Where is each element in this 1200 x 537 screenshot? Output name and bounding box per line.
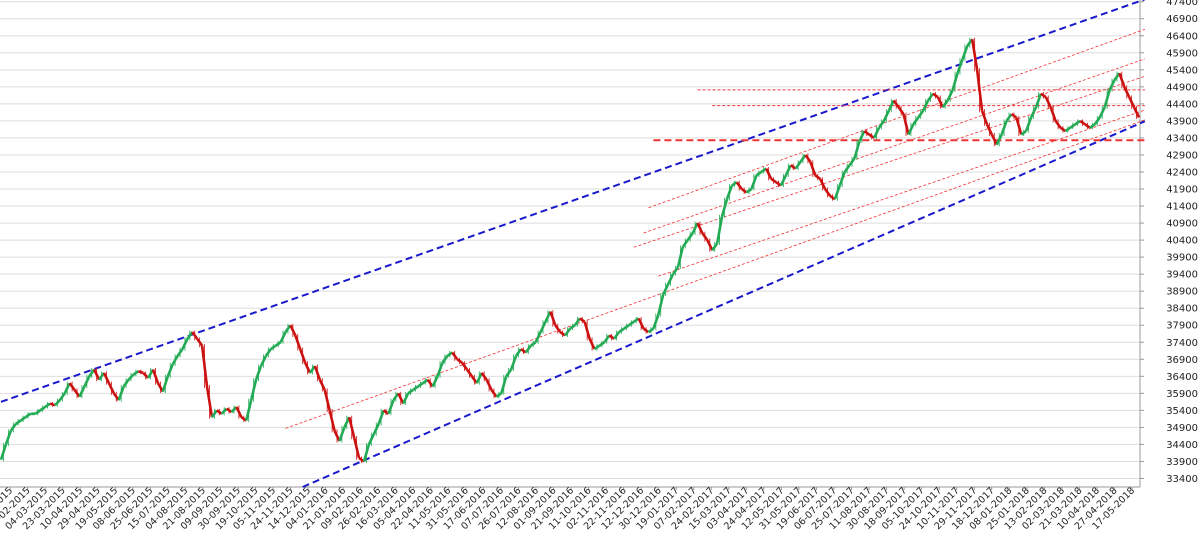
y-tick-label: 39400 — [1166, 270, 1198, 281]
y-tick-label: 36900 — [1166, 355, 1198, 366]
y-tick-label: 33400 — [1166, 474, 1198, 485]
trend-line — [633, 75, 1146, 248]
channel-upper-line — [0, 0, 1146, 403]
y-tick-label: 34400 — [1166, 440, 1198, 451]
y-tick-label: 40400 — [1166, 236, 1198, 247]
y-tick-label: 34900 — [1166, 423, 1198, 434]
y-tick-label: 38400 — [1166, 304, 1198, 315]
y-tick-label: 37400 — [1166, 338, 1198, 349]
y-tick-label: 33900 — [1166, 457, 1198, 468]
y-tick-label: 37900 — [1166, 321, 1198, 332]
y-axis-ticks: 47400 46900 46400 45900 45400 44900 44400 43900… — [1166, 0, 1198, 485]
trend-line — [285, 119, 1146, 429]
gridlines — [0, 1, 1140, 479]
y-tick-label: 35400 — [1166, 406, 1198, 417]
trend-line — [643, 58, 1146, 234]
y-tick-label: 43400 — [1166, 133, 1198, 144]
y-tick-label: 42900 — [1166, 150, 1198, 161]
axes — [0, 0, 1144, 490]
trend-line — [648, 28, 1146, 209]
y-tick-label: 45900 — [1166, 48, 1198, 59]
y-tick-label: 46400 — [1166, 31, 1198, 42]
y-tick-label: 40900 — [1166, 219, 1198, 230]
trend-lines — [0, 0, 1146, 488]
y-tick-label: 41900 — [1166, 185, 1198, 196]
x-axis-ticks: 01-201513-02-201504-03-201523-03-201510-… — [0, 485, 1137, 532]
y-tick-label: 47400 — [1166, 0, 1198, 8]
y-tick-label: 35900 — [1166, 389, 1198, 400]
y-tick-label: 46900 — [1166, 14, 1198, 25]
price-series — [0, 37, 1141, 463]
y-tick-label: 39900 — [1166, 253, 1198, 264]
y-tick-label: 41400 — [1166, 202, 1198, 213]
y-tick-label: 42400 — [1166, 167, 1198, 178]
y-tick-label: 36400 — [1166, 372, 1198, 383]
y-tick-label: 44400 — [1166, 99, 1198, 110]
trend-line — [658, 109, 1146, 277]
y-tick-label: 43900 — [1166, 116, 1198, 127]
y-tick-label: 38900 — [1166, 287, 1198, 298]
channel-lower-line — [302, 120, 1146, 488]
y-tick-label: 44900 — [1166, 82, 1198, 93]
y-tick-label: 45400 — [1166, 65, 1198, 76]
